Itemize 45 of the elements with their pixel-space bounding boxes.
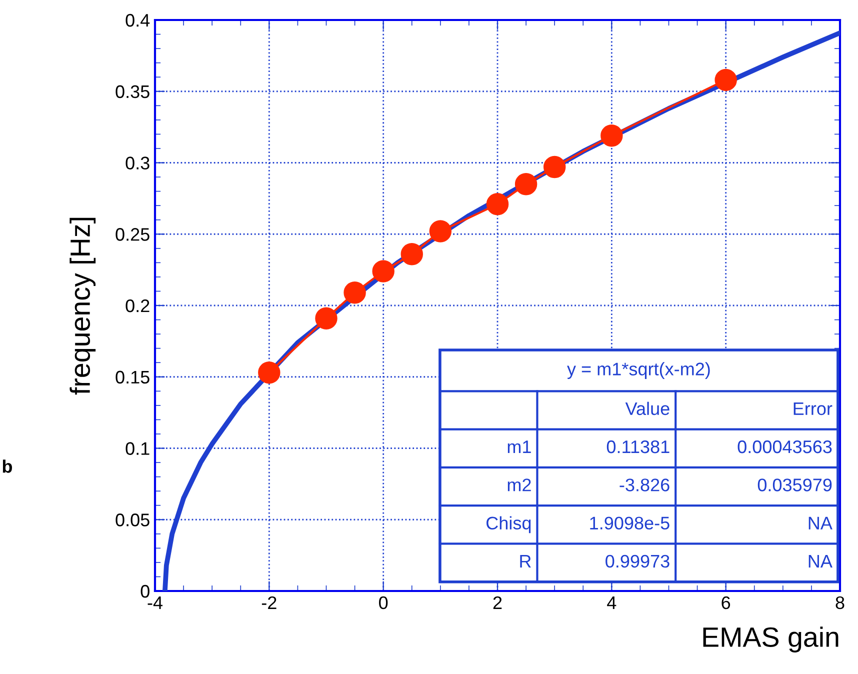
y-tick-label: 0.05 bbox=[116, 514, 150, 526]
annotation: NA bbox=[808, 555, 832, 568]
point bbox=[400, 243, 423, 266]
point bbox=[258, 361, 280, 384]
annotation: -3.826 bbox=[620, 478, 670, 492]
x-tick-label: 4 bbox=[607, 596, 616, 609]
point bbox=[543, 156, 566, 178]
annotation: 0.035979 bbox=[758, 478, 832, 492]
point bbox=[486, 193, 509, 216]
x-tick-label: 8 bbox=[836, 596, 844, 610]
y-tick-label: 0 bbox=[140, 584, 150, 598]
y-tick-label: 0.15 bbox=[116, 370, 150, 384]
text: b bbox=[2, 460, 12, 473]
annotation: Chisq bbox=[486, 516, 531, 534]
annotation: Value bbox=[625, 402, 670, 416]
x-tick-label: 0 bbox=[379, 596, 388, 610]
annotation: m2 bbox=[508, 478, 531, 492]
y-tick-label: 0.2 bbox=[126, 299, 150, 312]
point bbox=[714, 68, 737, 92]
annotation: y = m1*sqrt(x-m2) bbox=[567, 362, 710, 380]
y-tick-label: 0.1 bbox=[126, 442, 150, 455]
annotation: NA bbox=[808, 516, 832, 530]
annotation: R bbox=[520, 555, 531, 568]
x-tick-label: 2 bbox=[493, 596, 502, 609]
x-tick-label: -2 bbox=[262, 596, 276, 609]
annotation: 0.11381 bbox=[606, 440, 670, 454]
y-axis-title: frequency [Hz] bbox=[70, 218, 96, 395]
annotation: 0.00043563 bbox=[738, 440, 832, 454]
point bbox=[600, 124, 623, 147]
point bbox=[372, 260, 394, 282]
y-tick-label: 0.3 bbox=[126, 156, 150, 170]
point bbox=[514, 173, 538, 196]
annotation: 0.99973 bbox=[606, 554, 670, 568]
y-tick-label: 0.4 bbox=[126, 14, 150, 27]
y-tick-label: 0.25 bbox=[116, 228, 150, 241]
annotation: 1.9098e-5 bbox=[590, 516, 670, 530]
point bbox=[344, 282, 366, 304]
point bbox=[315, 307, 338, 330]
point bbox=[429, 220, 452, 242]
y-tick-label: 0.35 bbox=[116, 85, 150, 98]
x-tick-label: 6 bbox=[722, 596, 730, 610]
x-tick-label: -4 bbox=[148, 596, 162, 609]
annotation: Error bbox=[794, 402, 832, 416]
annotation: m1 bbox=[508, 440, 531, 454]
x-axis-title: EMAS gain bbox=[703, 626, 838, 652]
